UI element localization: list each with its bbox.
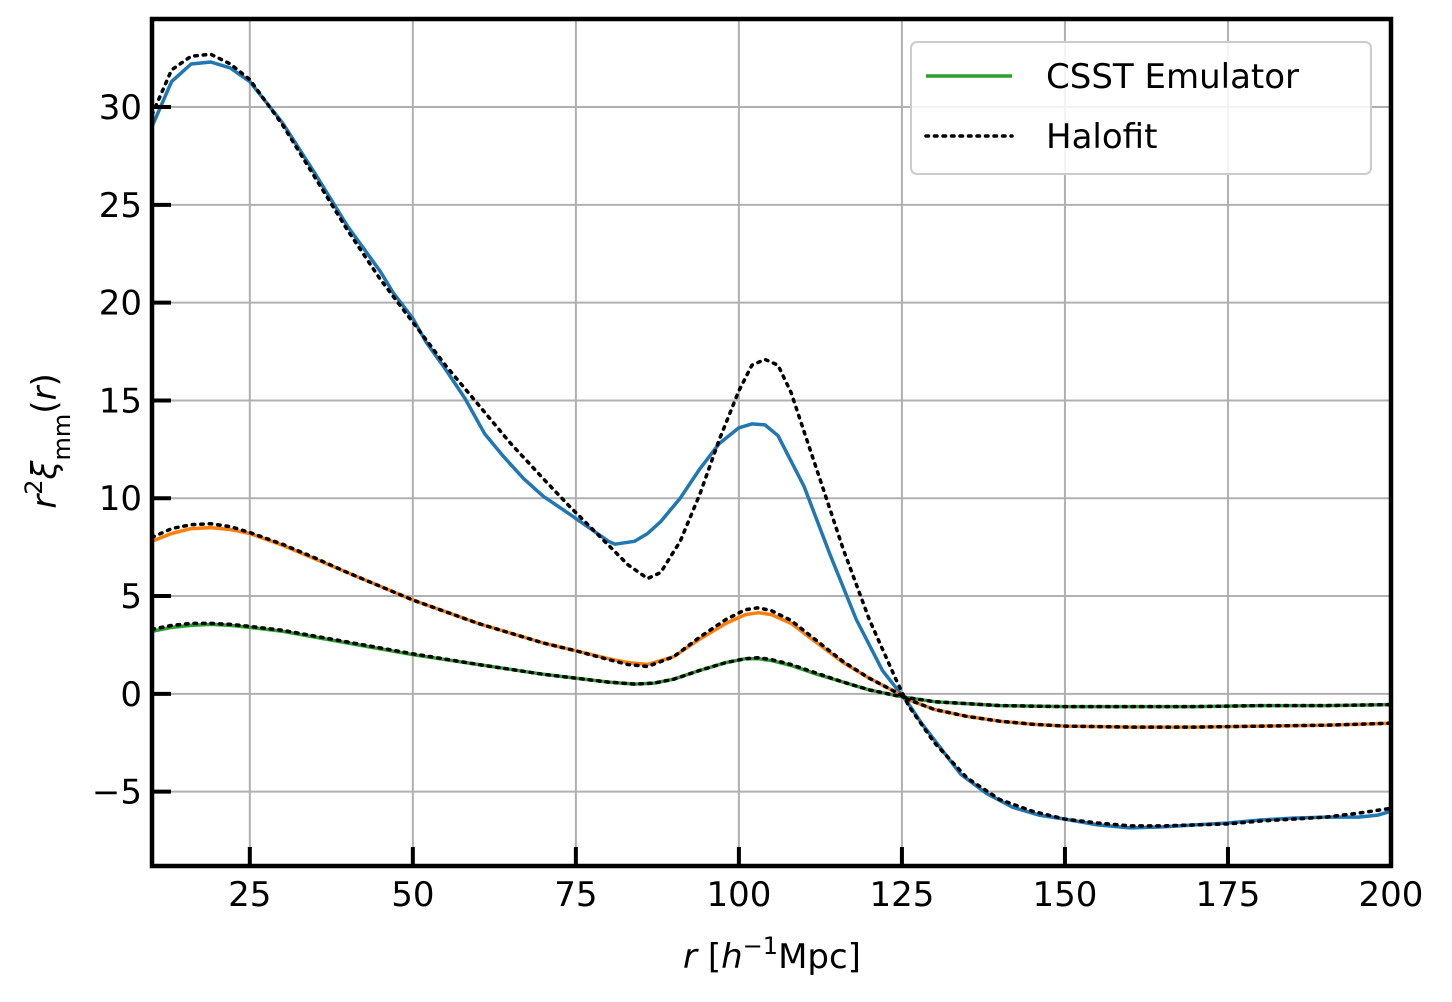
y-tick-label: 5 — [120, 577, 142, 617]
y-axis-label: r2ξmm(r) — [20, 373, 76, 509]
plot-frame — [149, 16, 1394, 869]
y-tick-label: 25 — [99, 186, 142, 226]
legend-box — [910, 41, 1372, 175]
halofit-line-3 — [150, 52, 1393, 828]
ticks — [152, 105, 1393, 866]
legend: CSST Emulator Halofit — [910, 41, 1372, 175]
x-tick-label: 50 — [391, 875, 434, 915]
x-tick-label: 200 — [1359, 875, 1424, 915]
legend-label: CSST Emulator — [1046, 57, 1299, 97]
y-tick-label: 20 — [99, 284, 142, 324]
y-tick-label: −5 — [92, 773, 142, 813]
halofit-line-5 — [150, 621, 1393, 709]
y-tick-label: 30 — [99, 88, 142, 128]
emulator-line-0 — [150, 60, 1392, 830]
y-tick-label: 10 — [99, 479, 142, 519]
y-tick-label: 0 — [120, 675, 142, 715]
x-axis-label: r [h−1Mpc] — [683, 932, 861, 977]
series-group — [150, 52, 1393, 830]
emulator-line-1 — [151, 525, 1392, 729]
axes-frame — [149, 16, 1394, 869]
x-tick-label: 125 — [869, 875, 934, 915]
y-tick-label: 15 — [99, 381, 142, 421]
x-tick-label: 25 — [228, 875, 271, 915]
x-tick-label: 75 — [554, 875, 597, 915]
legend-label: Halofit — [1046, 117, 1157, 157]
x-tick-label: 175 — [1196, 875, 1261, 915]
x-tick-label: 100 — [706, 875, 771, 915]
tick-labels: 25 50 75 100 125 150 175 200 −5 0 5 10 15 20 25 30 — [92, 88, 1424, 915]
x-tick-label: 150 — [1032, 875, 1097, 915]
